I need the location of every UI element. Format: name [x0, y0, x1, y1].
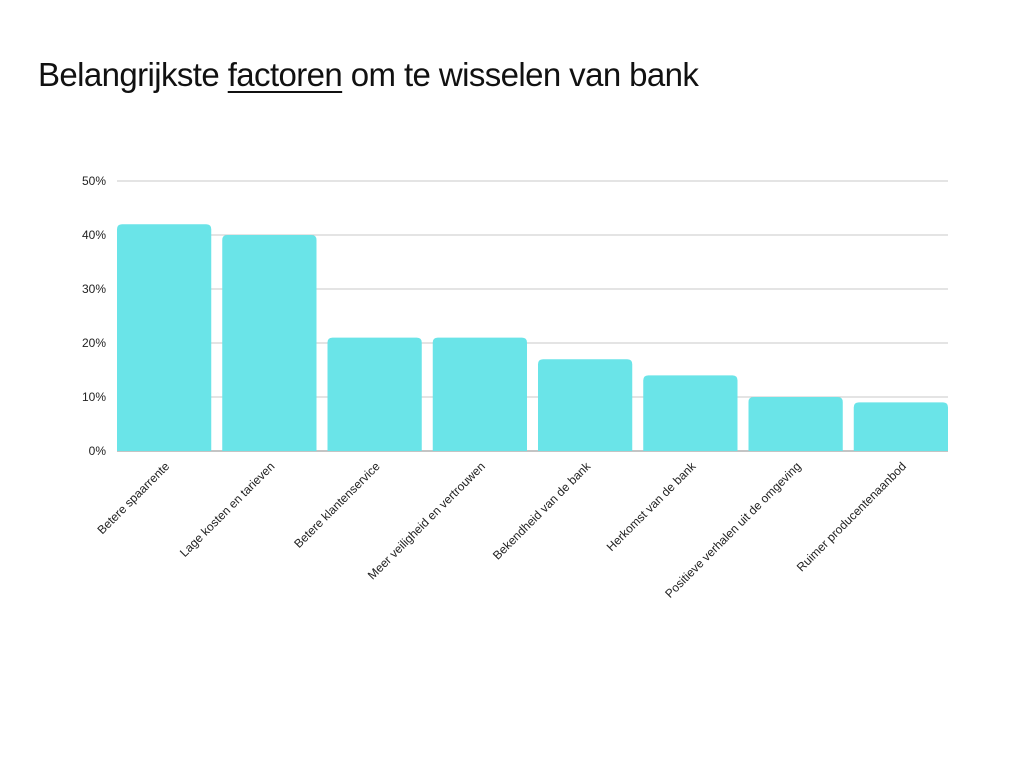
- chart-title: Belangrijkste factoren om te wisselen va…: [38, 55, 699, 95]
- y-tick-label: 0%: [89, 444, 107, 458]
- title-part-2: om te wisselen van bank: [350, 56, 699, 93]
- title-highlight: factoren: [227, 56, 343, 93]
- y-axis-ticks: 0% 10% 20% 30% 40% 50%: [82, 174, 106, 458]
- bar: [853, 402, 948, 451]
- bar: [538, 359, 633, 451]
- y-tick-label: 50%: [82, 174, 106, 188]
- x-category-label: Lage kosten en tarieven: [177, 459, 277, 559]
- bar: [222, 235, 317, 451]
- x-category-label: Ruimer producentenaanbod: [794, 459, 909, 574]
- x-category-label: Herkomst van de bank: [604, 459, 700, 555]
- x-category-label: Bekendheid van de bank: [490, 459, 594, 563]
- bar: [432, 337, 527, 451]
- x-category-label: Betere klantenservice: [291, 459, 383, 551]
- y-tick-label: 40%: [82, 228, 106, 242]
- title-part-1: Belangrijkste: [38, 56, 220, 93]
- x-category-label: Meer veiligheid en vertrouwen: [365, 459, 488, 582]
- bar: [748, 397, 843, 451]
- y-tick-label: 30%: [82, 282, 106, 296]
- x-category-label: Betere spaarrente: [94, 459, 172, 537]
- y-tick-label: 20%: [82, 336, 106, 350]
- bar: [117, 224, 212, 451]
- x-axis-categories: Betere spaarrente Lage kosten en tarieven…: [94, 459, 909, 601]
- bars: [117, 224, 948, 451]
- y-tick-label: 10%: [82, 390, 106, 404]
- bar: [643, 375, 738, 451]
- bar: [327, 337, 422, 451]
